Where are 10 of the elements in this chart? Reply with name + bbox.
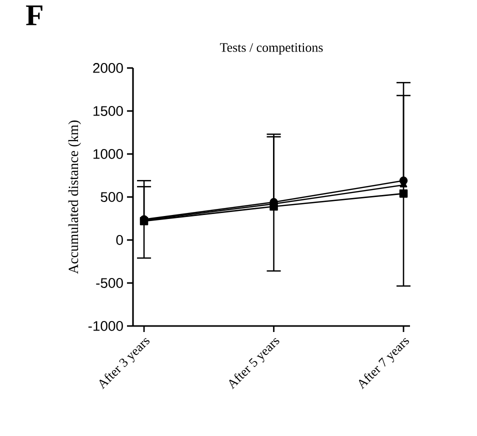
y-axis-title: Accumulated distance (km) [68,120,81,274]
y-tick-label: -500 [96,278,123,288]
y-tick-label: 1000 [94,149,123,159]
chart-title: Tests / competitions [220,43,323,54]
y-tick-label: -1000 [88,321,123,331]
y-tick-label: 1500 [94,106,123,116]
y-tick-label: 0 [116,235,123,245]
y-tick-label: 500 [100,192,123,202]
text: F [26,6,42,26]
y-tick-label: 2000 [93,63,123,73]
